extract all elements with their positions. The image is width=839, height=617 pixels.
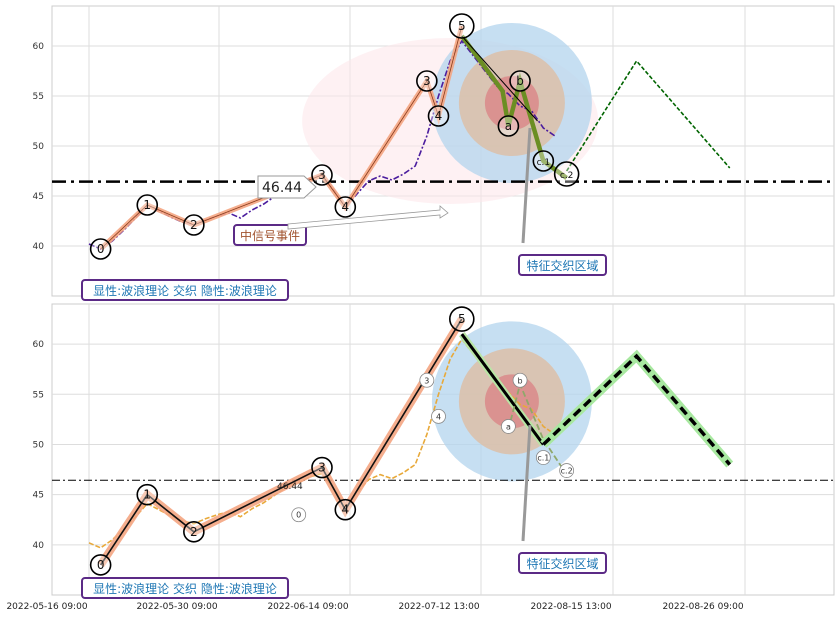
wave-point-label: 4 bbox=[341, 503, 349, 517]
wave-point-marker bbox=[183, 520, 205, 543]
level-label-box bbox=[257, 175, 317, 199]
x-tick-label: 2022-05-30 09:00 bbox=[136, 602, 217, 612]
minor-point-label: b bbox=[518, 376, 523, 385]
legend-text: 显性:波浪理论 交织 隐性:波浪理论 bbox=[93, 581, 277, 596]
zone-label-text: 特征交织区域 bbox=[526, 258, 598, 273]
minor-point-marker bbox=[291, 507, 307, 523]
wave-point-label: c.1 bbox=[537, 158, 551, 168]
wave-point-label: 4 bbox=[341, 200, 349, 214]
wave-point-marker bbox=[509, 70, 531, 92]
x-tick-label: 2022-07-12 13:00 bbox=[398, 602, 479, 612]
wave-point-label: 2 bbox=[190, 525, 198, 539]
zone-pointer bbox=[521, 424, 532, 542]
wave-point-marker bbox=[427, 105, 450, 127]
minor-corrective-path bbox=[507, 381, 568, 476]
wave-point-marker bbox=[497, 115, 520, 137]
event-label-box bbox=[233, 224, 307, 246]
minor-point-marker bbox=[500, 419, 516, 434]
wave-point-label: a bbox=[505, 119, 512, 133]
projection-path bbox=[565, 59, 731, 172]
wave-point-marker bbox=[334, 196, 357, 218]
zone-label-box bbox=[518, 552, 607, 574]
y-tick-label: 60 bbox=[33, 340, 45, 350]
wave-point-marker bbox=[183, 214, 205, 236]
wave-point-marker bbox=[136, 483, 159, 506]
y-tick-label: 45 bbox=[33, 192, 44, 202]
wave-point-marker bbox=[334, 498, 357, 521]
wave-5-a-line bbox=[461, 35, 538, 122]
wave-point-marker bbox=[416, 70, 438, 92]
y-tick-label: 40 bbox=[33, 242, 45, 252]
x-tick-label: 2022-05-16 09:00 bbox=[6, 602, 87, 612]
corrective-leg bbox=[459, 34, 568, 180]
wave-point-marker bbox=[553, 161, 580, 187]
wave-point-label: 1 bbox=[143, 488, 151, 502]
wave-point-label: 3 bbox=[318, 461, 326, 475]
wave-point-label: 3 bbox=[318, 168, 326, 182]
x-tick-label: 2022-06-14 09:00 bbox=[267, 602, 348, 612]
wave-point-marker bbox=[89, 554, 112, 576]
wave-point-marker bbox=[532, 150, 555, 172]
wave-path bbox=[99, 318, 463, 566]
projection-path bbox=[542, 353, 732, 466]
y-tick-label: 60 bbox=[33, 42, 45, 52]
y-tick-label: 55 bbox=[33, 92, 44, 102]
wave-point-label: c.2 bbox=[560, 171, 574, 181]
legend-box bbox=[81, 279, 289, 301]
event-label-text: 中信号事件 bbox=[240, 228, 300, 243]
minor-point-marker bbox=[535, 450, 551, 465]
minor-point-label: 3 bbox=[424, 376, 429, 385]
y-tick-label: 50 bbox=[33, 440, 45, 450]
minor-point-marker bbox=[559, 463, 575, 478]
minor-point-label: 4 bbox=[436, 412, 441, 421]
wave-point-marker bbox=[136, 194, 159, 216]
level-label-text: 46.44 bbox=[277, 482, 303, 492]
y-tick-label: 45 bbox=[33, 491, 44, 501]
minor-point-marker bbox=[419, 372, 435, 388]
minor-point-label: a bbox=[506, 422, 511, 431]
chart-panel-top: 404550556001234345abc.1c.246.44特征交织区域显性:… bbox=[33, 5, 835, 301]
x-tick-label: 2022-08-15 13:00 bbox=[530, 602, 611, 612]
y-tick-label: 50 bbox=[33, 142, 45, 152]
wave-point-marker bbox=[311, 164, 333, 186]
wave-point-marker bbox=[448, 13, 475, 39]
zone-label-text: 特征交织区域 bbox=[526, 556, 598, 571]
minor-point-marker bbox=[431, 408, 446, 424]
wave-point-label: 1 bbox=[143, 198, 151, 212]
minor-point-label: c.2 bbox=[561, 467, 573, 476]
level-label-text: 46.44 bbox=[262, 180, 302, 196]
y-tick-label: 40 bbox=[33, 541, 45, 551]
chart-panel-bottom: 4045505560012345034bac.1c.246.44特征交织区域显性… bbox=[6, 303, 835, 612]
wave-point-marker bbox=[89, 238, 112, 260]
y-tick-label: 55 bbox=[33, 390, 44, 400]
wave-point-label: 2 bbox=[190, 218, 198, 232]
wave-point-label: b bbox=[516, 74, 524, 88]
zone-label-box bbox=[518, 254, 607, 276]
zone-pointer bbox=[521, 127, 532, 244]
wave-point-label: 0 bbox=[97, 558, 105, 572]
minor-point-label: c.1 bbox=[537, 454, 549, 463]
wave-path bbox=[100, 25, 463, 250]
minor-point-marker bbox=[512, 372, 528, 388]
wave-point-label: 5 bbox=[458, 19, 466, 33]
wave-point-label: 4 bbox=[435, 109, 443, 123]
wave-point-marker bbox=[448, 306, 475, 332]
wave-point-label: 3 bbox=[423, 74, 431, 88]
wave-point-marker bbox=[311, 456, 333, 479]
legend-box bbox=[81, 577, 289, 599]
minor-point-label: 0 bbox=[296, 511, 301, 520]
event-arrow bbox=[287, 205, 449, 230]
wave-point-label: 0 bbox=[97, 242, 105, 256]
legend-text: 显性:波浪理论 交织 隐性:波浪理论 bbox=[93, 283, 277, 298]
wave-point-label: 5 bbox=[458, 312, 466, 326]
x-tick-label: 2022-08-26 09:00 bbox=[662, 602, 743, 612]
